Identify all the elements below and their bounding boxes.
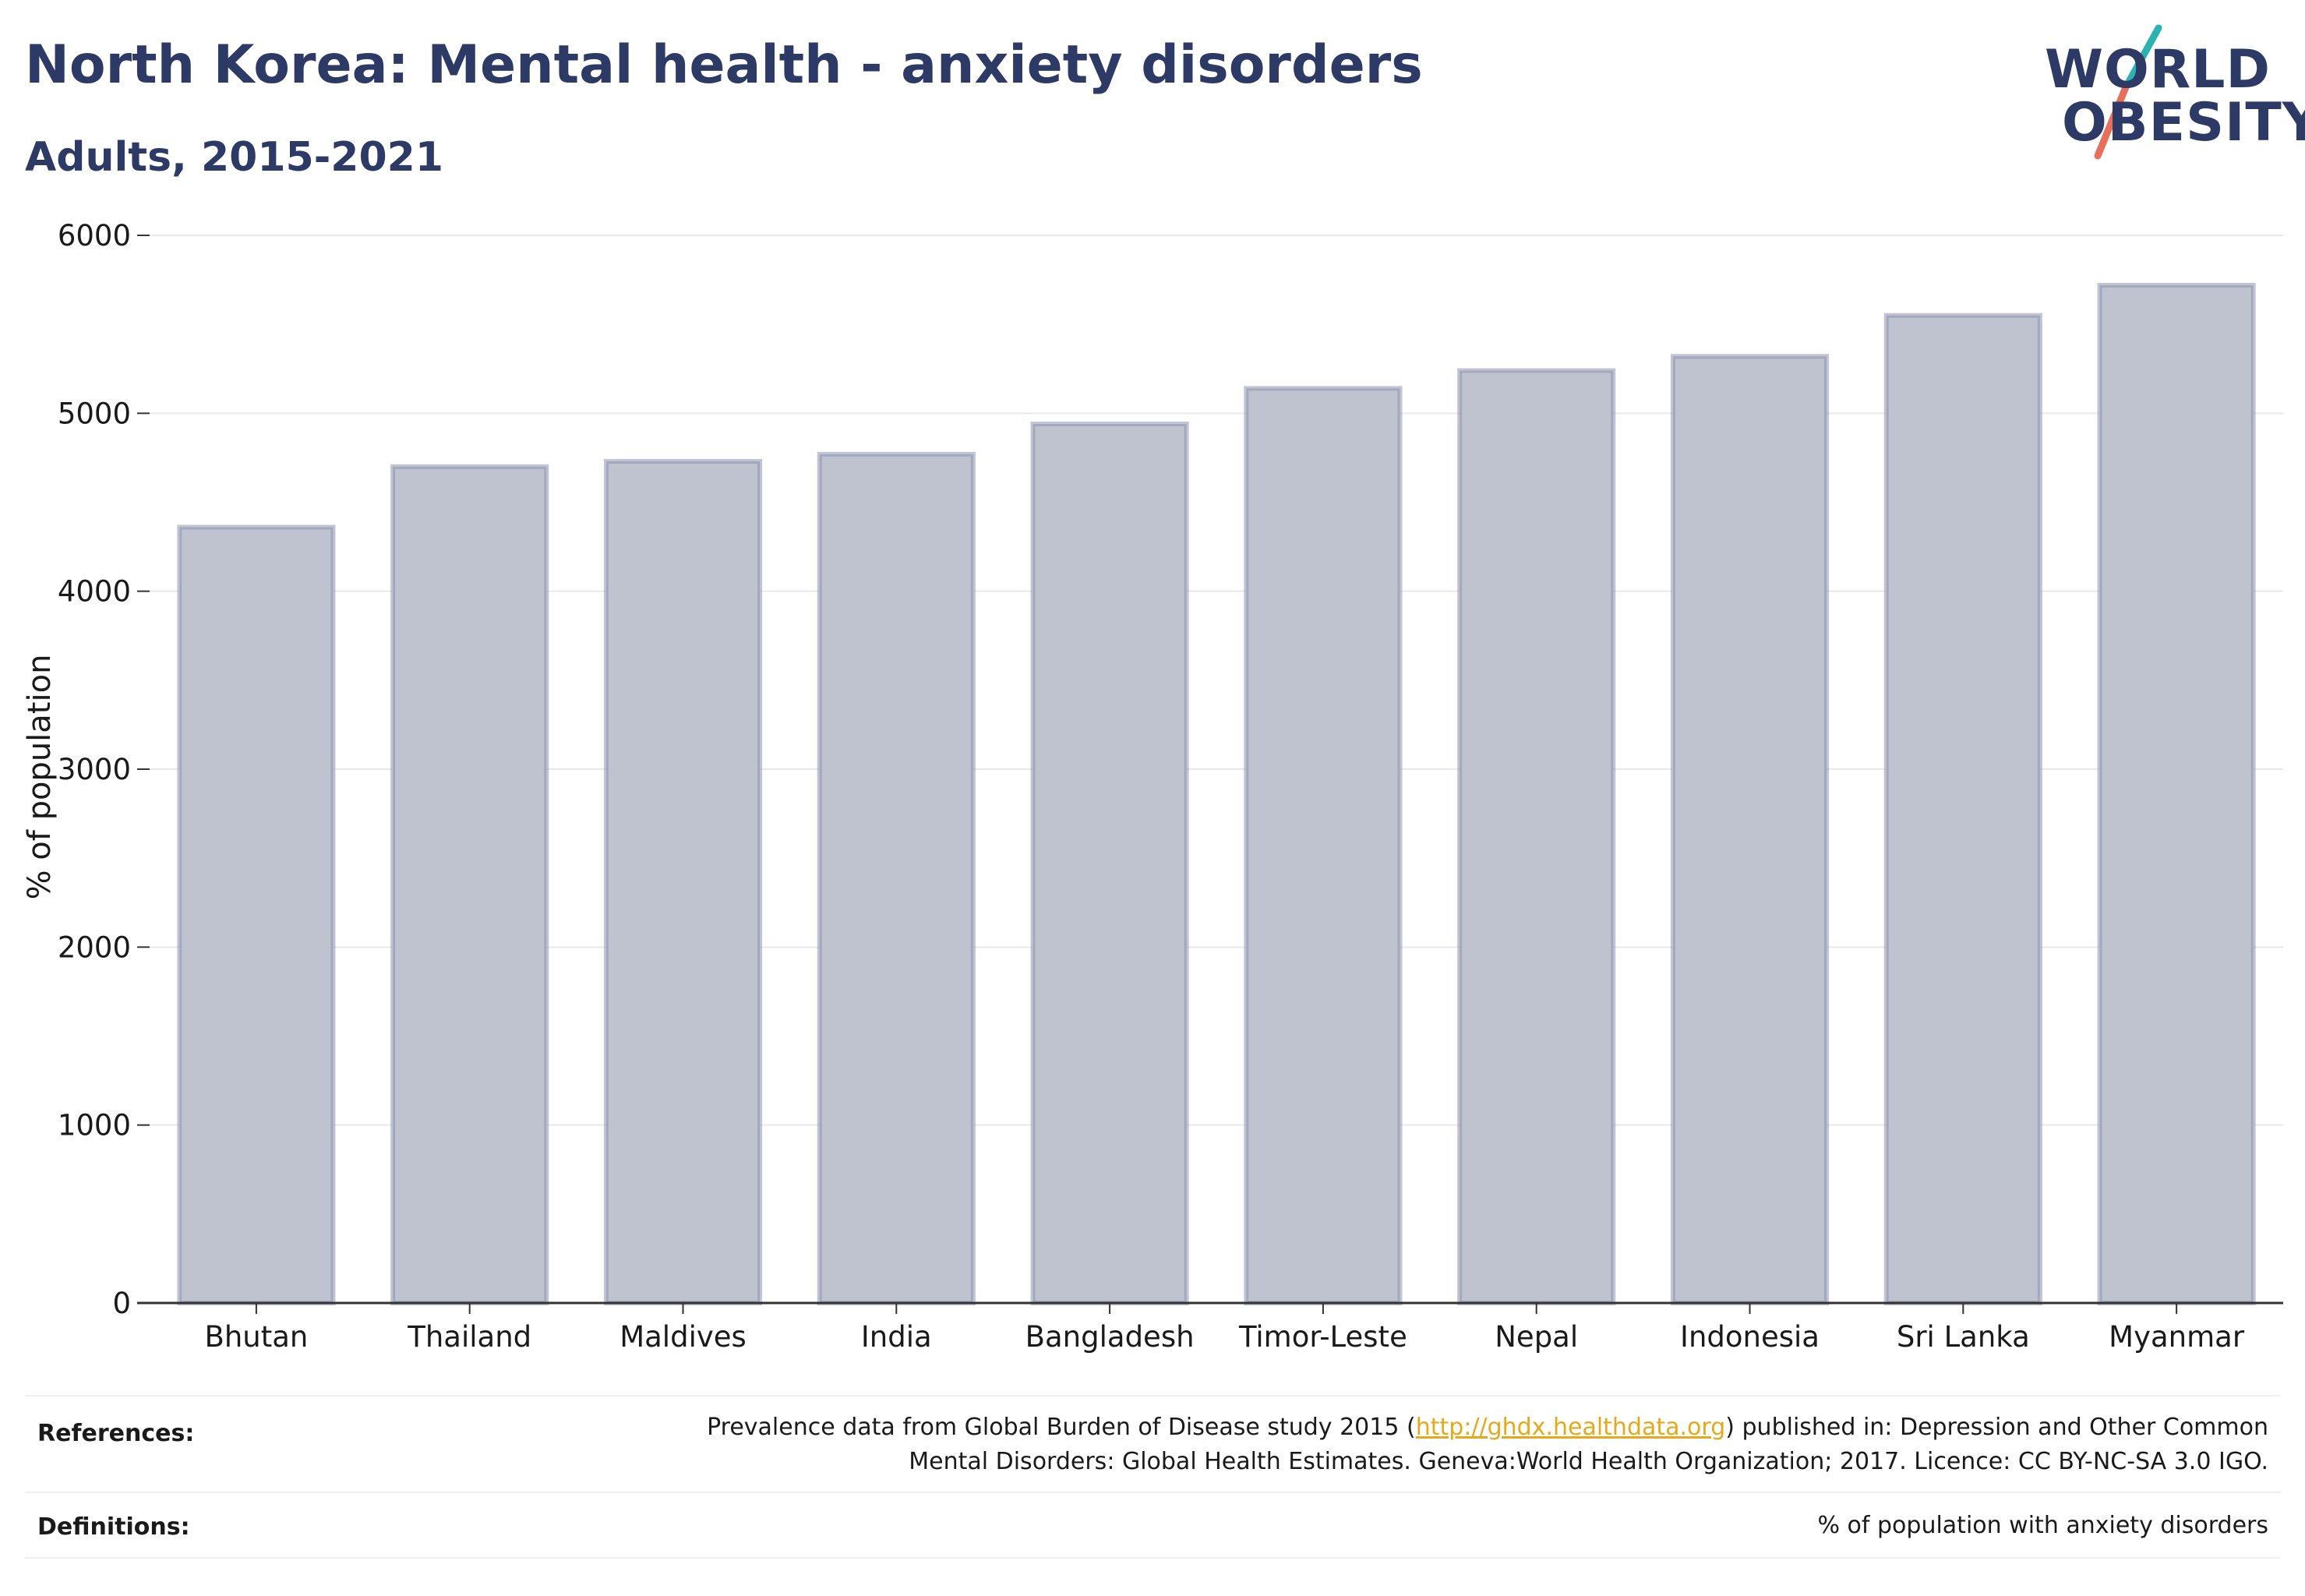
world-obesity-logo: WORLD OBESITY (2034, 23, 2305, 164)
logo-slash-icon (2094, 24, 2162, 160)
bar-nepal (1457, 368, 1616, 1306)
y-axis-label: % of population (22, 655, 58, 900)
y-tick-label: 4000 (58, 575, 131, 609)
y-tick-label: 0 (112, 1287, 131, 1320)
references-text-line2: Mental Disorders: Global Health Estimate… (909, 1448, 2268, 1475)
references-row: References: Prevalence data from Global … (25, 1395, 2281, 1493)
x-tick-label: Thailand (407, 1320, 531, 1354)
x-tick-label: Timor-Leste (1238, 1320, 1407, 1354)
y-tick-label: 6000 (58, 219, 131, 252)
definitions-text: % of population with anxiety disorders (1817, 1512, 2268, 1539)
bar-thailand (390, 464, 549, 1305)
logo-line2: OBESITY (2062, 92, 2305, 154)
references-text-part: ) published in: Depression and Other Com… (1725, 1414, 2268, 1441)
bar-bangladesh (1030, 422, 1189, 1305)
chart-subtitle: Adults, 2015-2021 (25, 134, 444, 181)
bar-maldives (603, 458, 763, 1306)
footer-bottom-rule (25, 1557, 2281, 1559)
bar-indonesia (1670, 354, 1830, 1305)
definitions-label: Definitions: (37, 1513, 190, 1541)
chart-title: North Korea: Mental health - anxiety dis… (25, 34, 1423, 96)
bar-chart: 0 1000 2000 3000 4000 5000 6000 Bhutan Thailand… (22, 219, 2283, 1354)
x-axis-ticks: Bhutan Thailand Maldives India Bangladesh Tim… (204, 1303, 2245, 1354)
references-label: References: (37, 1420, 195, 1447)
y-tick-label: 1000 (58, 1109, 131, 1142)
y-axis-ticks: 0 1000 2000 3000 4000 5000 6000 (58, 219, 150, 1320)
references-text: Prevalence data from Global Burden of Di… (707, 1411, 2268, 1479)
x-tick-label: Indonesia (1680, 1320, 1820, 1354)
bars (177, 282, 2256, 1306)
x-tick-label: Myanmar (2109, 1320, 2245, 1354)
logo-line1: WORLD (2045, 39, 2271, 101)
x-tick-label: Nepal (1495, 1320, 1578, 1354)
y-tick-label: 5000 (58, 397, 131, 430)
definitions-row: Definitions: % of population with anxiet… (25, 1492, 2281, 1559)
bar-india (817, 451, 976, 1306)
references-text-part: Prevalence data from Global Burden of Di… (707, 1414, 1416, 1441)
x-tick-label: Bhutan (204, 1320, 308, 1354)
references-link[interactable]: http://ghdx.healthdata.org (1415, 1414, 1726, 1441)
bar-sri-lanka (1883, 312, 2042, 1305)
y-tick-label: 2000 (58, 930, 131, 964)
x-tick-label: Maldives (619, 1320, 747, 1354)
x-tick-label: India (861, 1320, 932, 1354)
bar-timor-leste (1244, 386, 1403, 1305)
x-tick-label: Bangladesh (1025, 1320, 1195, 1354)
x-tick-label: Sri Lanka (1897, 1320, 2030, 1354)
y-tick-label: 3000 (58, 753, 131, 786)
bar-bhutan (177, 524, 336, 1305)
bar-myanmar (2097, 282, 2256, 1305)
